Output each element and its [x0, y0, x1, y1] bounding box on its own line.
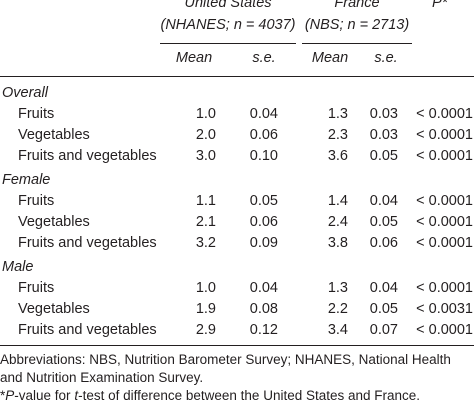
cell: 1.4: [327, 193, 348, 209]
row-label: Vegetables: [18, 214, 90, 230]
column-header: s.e.: [252, 50, 276, 66]
footnote-part: t: [74, 388, 79, 403]
cell: < 0.0031: [416, 301, 473, 317]
cell: 0.04: [369, 280, 398, 296]
row-label: Fruits and vegetables: [18, 148, 157, 164]
p-header: P*: [432, 0, 448, 11]
cell: 0.05: [369, 214, 398, 230]
cell: 0.08: [249, 301, 278, 317]
group-name: France: [334, 0, 380, 11]
cell: 2.2: [327, 301, 348, 317]
column-header: Mean: [311, 50, 349, 66]
cell: 1.3: [327, 106, 348, 122]
cell: 1.1: [195, 193, 216, 209]
cell: 0.03: [369, 106, 398, 122]
cell: < 0.0001: [416, 127, 473, 143]
footnote-part: *: [0, 388, 6, 403]
group-sample: (NHANES; n = 4037): [160, 17, 296, 33]
row-label: Fruits and vegetables: [18, 322, 157, 338]
footnote-part: -test of difference between the United S…: [78, 388, 421, 403]
cell: 0.07: [369, 322, 398, 338]
cell: 0.05: [369, 148, 398, 164]
column-header: Mean: [175, 50, 213, 66]
cell: < 0.0001: [416, 193, 473, 209]
cell: 0.10: [249, 148, 278, 164]
cell: 2.3: [327, 127, 348, 143]
cell: 1.0: [195, 280, 216, 296]
section-label: Male: [2, 259, 34, 275]
column-header: s.e.: [374, 50, 398, 66]
cell: 1.0: [195, 106, 216, 122]
row-label: Fruits: [18, 106, 55, 122]
cell: 3.4: [327, 322, 348, 338]
cell: 0.09: [249, 235, 278, 251]
cell: 0.04: [369, 193, 398, 209]
footnote-part: P: [5, 388, 15, 403]
cell: 3.8: [327, 235, 348, 251]
cell: 0.04: [249, 106, 278, 122]
cell: < 0.0001: [416, 214, 473, 230]
group-sample: (NBS; n = 2713): [304, 17, 410, 33]
footnote-part: -value for: [14, 388, 75, 403]
cell: 0.06: [249, 127, 278, 143]
row-label: Vegetables: [18, 127, 90, 143]
cell: 2.0: [195, 127, 216, 143]
header-rule: [0, 76, 474, 77]
bottom-rule: [0, 345, 474, 346]
group-rule: [160, 43, 296, 44]
row-label: Vegetables: [18, 301, 90, 317]
section-label: Female: [2, 172, 51, 188]
cell: 3.2: [195, 235, 216, 251]
row-label: Fruits: [18, 280, 55, 296]
section-label: Overall: [2, 85, 48, 101]
group-rule: [302, 43, 412, 44]
footnote: Abbreviations: NBS, Nutrition Barometer …: [0, 352, 451, 385]
row-label: Fruits: [18, 193, 55, 209]
cell: 0.05: [369, 301, 398, 317]
cell: 0.05: [249, 193, 278, 209]
cell: 0.12: [249, 322, 278, 338]
row-label: Fruits and vegetables: [18, 235, 157, 251]
cell: < 0.0001: [416, 106, 473, 122]
group-name: United States: [184, 0, 272, 11]
cell: 0.06: [249, 214, 278, 230]
cell: 2.4: [327, 214, 348, 230]
cell: 2.1: [195, 214, 216, 230]
cell: 0.03: [369, 127, 398, 143]
footnote: *P-value for t-test of difference betwee…: [0, 387, 474, 405]
cell: 0.04: [249, 280, 278, 296]
cell: < 0.0001: [416, 235, 473, 251]
cell: 2.9: [195, 322, 216, 338]
cell: 1.3: [327, 280, 348, 296]
cell: 3.6: [327, 148, 348, 164]
cell: < 0.0001: [416, 280, 473, 296]
cell: 0.06: [369, 235, 398, 251]
cell: < 0.0001: [416, 148, 473, 164]
cell: 1.9: [195, 301, 216, 317]
cell: 3.0: [195, 148, 216, 164]
cell: < 0.0001: [416, 322, 473, 338]
